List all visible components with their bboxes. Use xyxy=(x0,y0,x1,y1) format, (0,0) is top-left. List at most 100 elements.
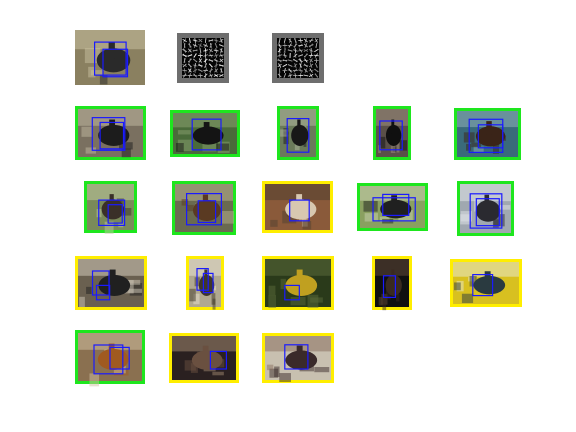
photo-texture-patch xyxy=(119,142,133,150)
hog-cell-stroke xyxy=(277,59,283,62)
photo-texture-patch xyxy=(302,220,312,230)
detection-bounding-box xyxy=(107,204,123,224)
hog-cell-stroke xyxy=(218,64,224,67)
hog-cell-stroke xyxy=(197,64,203,67)
hog-cell-stroke xyxy=(199,53,202,58)
photo-subject-rider xyxy=(204,269,208,284)
photo-texture-patch xyxy=(88,66,96,78)
photo-texture-patch xyxy=(177,139,193,152)
hog-cell-stroke xyxy=(314,48,319,53)
photo-subject-rider xyxy=(484,271,491,284)
thumbnail-5-2 xyxy=(169,333,239,383)
detection-bounding-box xyxy=(472,274,494,297)
detection-bounding-box xyxy=(477,124,504,149)
hog-cell-stroke xyxy=(209,43,213,48)
photo-texture-patch xyxy=(175,143,184,152)
hog-cell-stroke xyxy=(214,68,218,73)
photo-subject xyxy=(380,199,412,219)
photo-subject xyxy=(473,275,506,295)
photo-background-region xyxy=(375,259,409,276)
hog-cell-stroke xyxy=(304,53,308,58)
photo-subject-rider xyxy=(109,119,116,134)
photo-subject-rider xyxy=(391,195,398,208)
thumbnail-grid xyxy=(75,30,522,387)
thumbnail-2-3 xyxy=(277,106,319,160)
detection-bounding-box xyxy=(93,41,127,76)
photo-texture-patch xyxy=(396,293,400,302)
photo-texture-patch xyxy=(396,141,400,153)
photo-subject-rider xyxy=(296,194,303,208)
hog-cell-stroke xyxy=(204,63,207,68)
hog-cell-stroke xyxy=(314,69,319,72)
photo-subject xyxy=(475,200,501,222)
hog-cell-stroke xyxy=(278,68,281,73)
photo-texture-patch xyxy=(193,293,200,305)
hog-cell-stroke xyxy=(309,43,313,48)
thumbnail-2-4 xyxy=(373,106,411,160)
detection-bounding-box xyxy=(284,344,309,370)
hog-cell-stroke xyxy=(208,68,214,73)
photo-texture-patch xyxy=(268,285,276,296)
hog-cell-stroke xyxy=(208,39,214,42)
photo-subject xyxy=(98,124,130,146)
hog-cell-stroke xyxy=(298,58,303,63)
photo-texture-patch xyxy=(461,293,474,304)
hog-cell-stroke xyxy=(187,63,192,68)
photo-texture-patch xyxy=(283,131,289,145)
photo-texture-patch xyxy=(314,367,330,373)
hog-cell-stroke xyxy=(314,38,318,43)
detection-bounding-box xyxy=(98,199,126,227)
hog-cell-stroke xyxy=(208,58,214,63)
detection-bounding-box xyxy=(196,268,209,291)
thumbnail-4-5 xyxy=(450,259,522,307)
thumbnail-3-3 xyxy=(262,181,333,233)
photo-background-region xyxy=(172,336,236,352)
photo-subject-rider xyxy=(202,194,209,209)
hog-cell-stroke xyxy=(215,53,218,58)
hog-cell-stroke xyxy=(215,48,217,53)
photo-texture-patch xyxy=(121,148,131,158)
photo-texture-patch xyxy=(202,142,217,152)
hog-cell-stroke xyxy=(215,63,217,68)
hog-cell-stroke xyxy=(208,74,214,77)
photo-subject xyxy=(475,126,506,147)
hog-cell-stroke xyxy=(182,38,187,43)
hog-cell-stroke xyxy=(308,69,314,72)
detection-bounding-box xyxy=(469,193,503,229)
hog-cell-stroke xyxy=(194,63,196,68)
hog-cell-stroke xyxy=(308,73,314,78)
detection-bounding-box xyxy=(95,284,111,301)
hog-cell-stroke xyxy=(294,38,297,43)
photo-texture-patch xyxy=(492,219,499,229)
photo-subject xyxy=(385,274,402,296)
thumbnail-2-2 xyxy=(170,110,240,157)
photo-texture-patch xyxy=(85,147,96,154)
photo-texture-patch xyxy=(269,368,279,378)
hog-cell-stroke xyxy=(204,43,208,48)
photo-texture-patch xyxy=(466,143,472,151)
photo-texture-patch xyxy=(280,278,286,290)
thumbnail-3-1 xyxy=(84,181,137,234)
photo-texture-patch xyxy=(382,297,387,311)
photo-texture-patch xyxy=(104,221,114,234)
photo-subject xyxy=(191,350,223,370)
photo-subject-rider xyxy=(296,345,303,359)
thumbnail-5-1 xyxy=(75,330,145,387)
photo-subject xyxy=(192,126,224,145)
hog-cell-stroke xyxy=(187,54,193,57)
hog-cell-stroke xyxy=(303,68,308,73)
photo-subject-rider xyxy=(486,121,492,135)
photo-texture-patch xyxy=(127,279,141,285)
hog-cell-stroke xyxy=(294,63,297,68)
photo-subject-rider xyxy=(297,119,301,134)
hog-cell-stroke xyxy=(309,63,313,68)
photo-subject xyxy=(192,199,221,221)
photo-texture-patch xyxy=(220,211,235,224)
photo-subject xyxy=(96,48,131,73)
photo-texture-patch xyxy=(378,296,383,306)
hog-cell-stroke xyxy=(287,49,293,52)
photo-subject-rider xyxy=(202,345,209,359)
hog-cell-stroke xyxy=(199,73,202,78)
detection-bounding-box xyxy=(382,193,410,216)
hog-cell-stroke xyxy=(188,73,191,78)
